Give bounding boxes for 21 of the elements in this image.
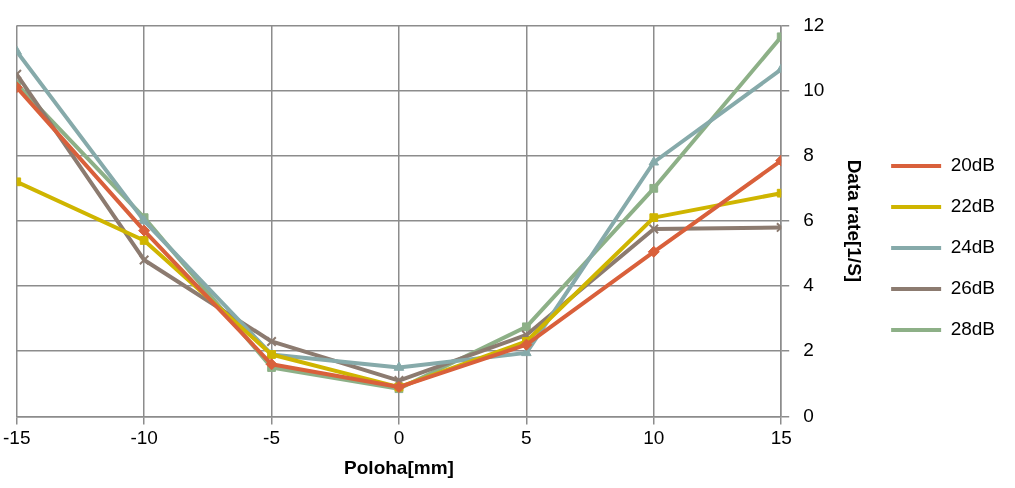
legend-label: 24dB — [950, 236, 995, 258]
y-tick-label: 4 — [803, 274, 815, 296]
y-tick-label: 10 — [803, 78, 825, 100]
x-tick-label: 15 — [770, 427, 792, 449]
legend-label: 26dB — [950, 277, 995, 299]
y-axis-title: Data rate[1/S] — [844, 159, 866, 283]
y-tick-label: 8 — [803, 143, 814, 165]
legend-label: 20dB — [950, 154, 995, 176]
x-tick-label: -10 — [130, 427, 158, 449]
y-tick-label: 6 — [803, 209, 814, 231]
x-tick-label: -5 — [263, 427, 280, 449]
legend-label: 28dB — [950, 318, 995, 340]
x-tick-label: 10 — [643, 427, 665, 449]
x-tick-label: 0 — [393, 427, 405, 449]
y-tick-label: 12 — [803, 13, 825, 35]
x-tick-label: 5 — [521, 427, 532, 449]
x-axis-title: Poloha[mm] — [344, 456, 454, 478]
legend-label: 22dB — [950, 195, 995, 217]
y-tick-label: 2 — [803, 339, 814, 361]
x-tick-label: -15 — [3, 427, 31, 449]
y-tick-label: 0 — [803, 404, 814, 426]
